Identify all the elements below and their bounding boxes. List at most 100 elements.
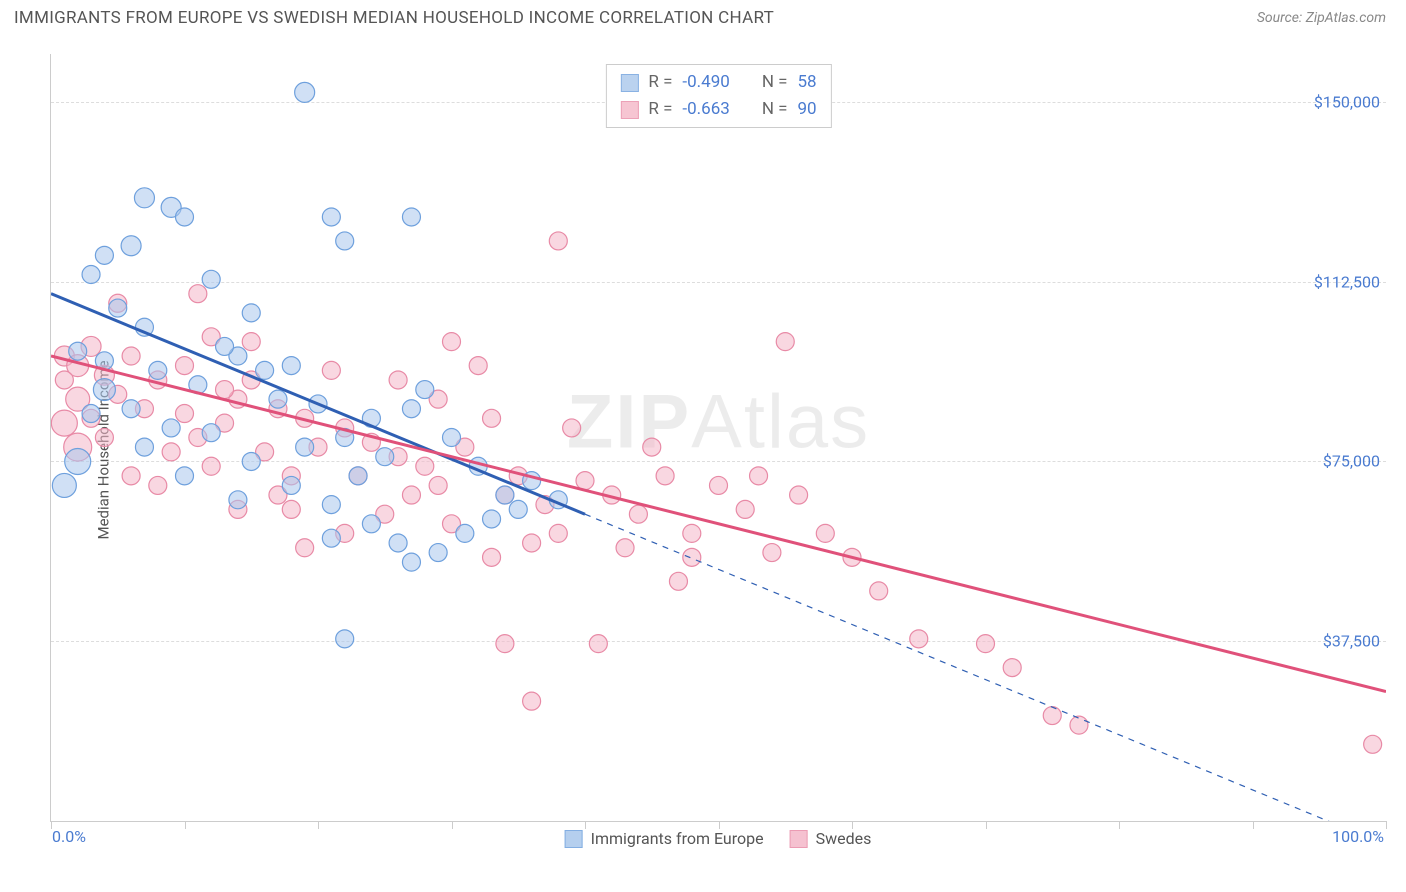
data-point: [683, 548, 701, 566]
data-point: [496, 486, 514, 504]
data-point: [149, 361, 167, 379]
data-point: [122, 347, 140, 365]
legend-row: R =-0.663N =90: [620, 96, 816, 123]
data-point: [229, 491, 247, 509]
data-point: [710, 476, 728, 494]
data-point: [55, 371, 73, 389]
data-point: [376, 448, 394, 466]
data-point: [763, 544, 781, 562]
data-point: [202, 457, 220, 475]
data-point: [82, 405, 100, 423]
data-point: [656, 467, 674, 485]
data-point: [669, 572, 687, 590]
data-point: [483, 548, 501, 566]
data-point: [162, 443, 180, 461]
r-value: -0.663: [682, 96, 729, 123]
data-point: [122, 400, 140, 418]
data-point: [122, 467, 140, 485]
data-point: [523, 692, 541, 710]
data-point: [870, 582, 888, 600]
chart-area: Median Household Income ZIPAtlas R =-0.4…: [50, 48, 1386, 852]
data-point: [216, 381, 234, 399]
legend-row: R = -0.490 N = 58: [620, 69, 816, 96]
correlation-legend: R = -0.490 N = 58R = -0.663 N = 90: [605, 64, 831, 128]
data-point: [1364, 735, 1382, 753]
data-point: [65, 448, 91, 474]
data-point: [336, 232, 354, 250]
data-point: [589, 635, 607, 653]
data-point: [1003, 659, 1021, 677]
data-point: [509, 500, 527, 518]
trend-line: [51, 356, 1386, 692]
data-point: [443, 429, 461, 447]
data-point: [162, 419, 180, 437]
data-point: [93, 379, 115, 401]
data-point: [149, 476, 167, 494]
chart-title: IMMIGRANTS FROM EUROPE VS SWEDISH MEDIAN…: [14, 8, 774, 28]
trend-line-extrapolated: [585, 514, 1386, 821]
data-point: [322, 496, 340, 514]
data-point: [95, 429, 113, 447]
data-point: [443, 333, 461, 351]
legend-swatch-icon: [565, 830, 583, 848]
r-label: R =: [648, 96, 672, 123]
data-point: [790, 486, 808, 504]
data-point: [416, 381, 434, 399]
data-point: [429, 476, 447, 494]
series-legend-item: Immigrants from Europe: [565, 829, 764, 848]
data-point: [269, 390, 287, 408]
data-point: [523, 534, 541, 552]
data-point: [1070, 716, 1088, 734]
data-point: [402, 553, 420, 571]
data-point: [95, 246, 113, 264]
data-point: [296, 539, 314, 557]
r-label: R =: [648, 69, 672, 96]
data-point: [176, 405, 194, 423]
data-point: [282, 500, 300, 518]
plot-area: ZIPAtlas R =-0.490N =58R =-0.663N =90 $3…: [50, 54, 1386, 822]
data-point: [121, 236, 141, 256]
data-point: [549, 232, 567, 250]
data-point: [189, 285, 207, 303]
series-legend-item: Swedes: [790, 829, 872, 848]
data-point: [216, 337, 234, 355]
data-point: [82, 266, 100, 284]
data-point: [134, 188, 154, 208]
data-point: [362, 515, 380, 533]
data-point: [176, 357, 194, 375]
data-point: [1043, 707, 1061, 725]
data-point: [483, 510, 501, 528]
data-point: [389, 534, 407, 552]
data-point: [549, 524, 567, 542]
data-point: [282, 357, 300, 375]
legend-swatch-icon: [620, 74, 638, 92]
r-value: -0.490: [682, 69, 729, 96]
data-point: [683, 524, 701, 542]
data-point: [469, 357, 487, 375]
data-point: [483, 409, 501, 427]
n-value: 90: [798, 96, 817, 123]
series-name: Swedes: [816, 829, 872, 848]
data-point: [135, 438, 153, 456]
data-point: [349, 467, 367, 485]
data-point: [910, 630, 928, 648]
data-point: [242, 452, 260, 470]
data-point: [69, 342, 87, 360]
data-point: [402, 400, 420, 418]
data-point: [750, 467, 768, 485]
data-point: [736, 500, 754, 518]
data-point: [389, 371, 407, 389]
data-point: [336, 630, 354, 648]
data-point: [776, 333, 794, 351]
data-point: [429, 544, 447, 562]
data-point: [176, 208, 194, 226]
legend-swatch-icon: [620, 101, 638, 119]
data-point: [109, 299, 127, 317]
data-point: [456, 524, 474, 542]
legend-swatch-icon: [790, 830, 808, 848]
data-point: [322, 361, 340, 379]
n-value: 58: [798, 69, 817, 96]
n-label: N =: [762, 69, 788, 96]
x-max-label: 100.0%: [1332, 827, 1384, 846]
data-point: [51, 410, 77, 436]
